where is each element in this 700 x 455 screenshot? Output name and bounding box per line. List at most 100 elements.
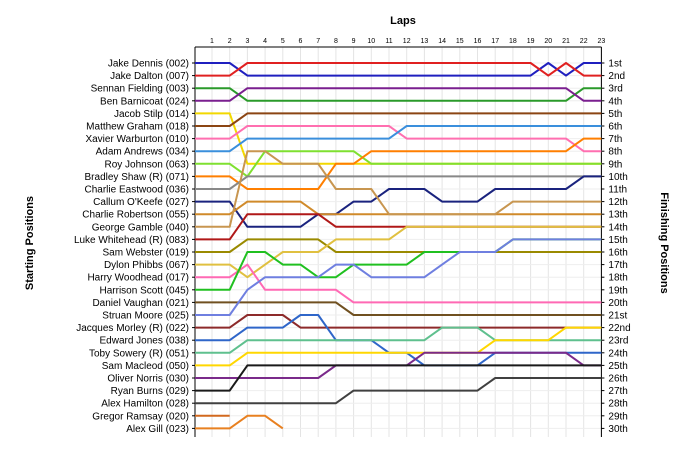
finishing-position-label: 15th bbox=[608, 235, 627, 246]
lap-tick-label: 9 bbox=[352, 38, 356, 45]
finishing-position-label: 9th bbox=[608, 159, 622, 170]
starting-position-label: Daniel Vaughan (021) bbox=[92, 298, 189, 309]
starting-position-label: Bradley Shaw (R) (071) bbox=[85, 172, 189, 183]
starting-position-label: Toby Sowery (R) (051) bbox=[89, 348, 189, 359]
starting-position-label: George Gamble (040) bbox=[92, 222, 189, 233]
starting-position-label: Charlie Robertson (055) bbox=[82, 210, 189, 221]
driver-position-line bbox=[195, 150, 602, 178]
driver-position-line bbox=[195, 62, 602, 77]
driver-position-line bbox=[195, 87, 602, 102]
finishing-position-label: 25th bbox=[608, 361, 627, 372]
lap-tick-label: 13 bbox=[421, 38, 429, 45]
lap-tick-label: 11 bbox=[385, 38, 392, 45]
lap-tick-label: 22 bbox=[580, 38, 588, 45]
lap-tick-label: 8 bbox=[334, 38, 338, 45]
finishing-position-label: 23rd bbox=[608, 336, 628, 347]
finishing-positions-label: Finishing Positions bbox=[658, 192, 670, 293]
starting-position-label: Harrison Scott (045) bbox=[100, 285, 189, 296]
starting-position-label: Sam Webster (019) bbox=[102, 248, 189, 259]
starting-position-label: Adam Andrews (034) bbox=[96, 147, 189, 158]
finishing-position-label: 18th bbox=[608, 273, 627, 284]
finishing-position-label: 8th bbox=[608, 147, 622, 158]
lap-tick-label: 14 bbox=[438, 38, 446, 45]
driver-position-line bbox=[195, 200, 602, 216]
finishing-position-label: 22nd bbox=[608, 323, 630, 334]
finishing-position-label: 4th bbox=[608, 96, 622, 107]
starting-position-label: Edward Jones (038) bbox=[100, 336, 190, 347]
starting-position-label: Sennan Fielding (003) bbox=[91, 84, 189, 95]
lap-tick-label: 10 bbox=[367, 38, 375, 45]
lap-tick-label: 15 bbox=[456, 38, 464, 45]
finishing-position-label: 1st bbox=[608, 59, 622, 70]
driver-position-line bbox=[195, 137, 602, 190]
lap-tick-label: 16 bbox=[474, 38, 482, 45]
starting-position-label: Ryan Burns (029) bbox=[111, 386, 189, 397]
driver-position-line bbox=[195, 150, 602, 228]
starting-position-label: Jake Dalton (007) bbox=[110, 71, 189, 82]
driver-position-line bbox=[195, 314, 602, 329]
finishing-position-label: 11th bbox=[608, 185, 627, 196]
driver-position-line bbox=[195, 263, 602, 304]
driver-position-line bbox=[195, 377, 602, 405]
finishing-position-label: 27th bbox=[608, 386, 627, 397]
finishing-position-label: 28th bbox=[608, 399, 627, 410]
finishing-position-label: 17th bbox=[608, 260, 627, 271]
lap-tick-label: 3 bbox=[245, 38, 249, 45]
lap-tick-label: 17 bbox=[491, 38, 499, 45]
starting-position-label: Jake Dennis (002) bbox=[108, 59, 189, 70]
finishing-position-label: 30th bbox=[608, 424, 627, 435]
finishing-position-label: 21st bbox=[608, 311, 627, 322]
starting-position-label: Struan Moore (025) bbox=[102, 311, 189, 322]
starting-position-label: Alex Hamilton (028) bbox=[101, 399, 189, 410]
driver-position-line bbox=[195, 175, 602, 190]
starting-position-label: Callum O'Keefe (027) bbox=[93, 197, 189, 208]
labels: 1 2 3 4 5 6 7 8 9 10 11 12 13 14 15 16 17 18 19 20 21 22 23Jak… bbox=[74, 38, 631, 435]
finishing-position-label: 13th bbox=[608, 210, 627, 221]
finishing-position-label: 3rd bbox=[608, 84, 622, 95]
finishing-position-label: 6th bbox=[608, 122, 622, 133]
starting-position-label: Charlie Eastwood (036) bbox=[85, 185, 190, 196]
starting-position-label: Ben Barnicoat (024) bbox=[100, 96, 189, 107]
lap-tick-label: 7 bbox=[316, 38, 320, 45]
lap-tick-label: 12 bbox=[403, 38, 411, 45]
lap-tick-label: 18 bbox=[509, 38, 517, 45]
starting-position-label: Sam Macleod (050) bbox=[102, 361, 189, 372]
driver-position-line bbox=[195, 112, 602, 127]
finishing-position-label: 5th bbox=[608, 109, 622, 120]
starting-position-label: Jacques Morley (R) (022) bbox=[76, 323, 189, 334]
finishing-position-label: 14th bbox=[608, 222, 627, 233]
driver-lines bbox=[195, 62, 602, 430]
lap-tick-label: 19 bbox=[527, 38, 535, 45]
driver-position-line bbox=[195, 364, 602, 392]
lap-tick-label: 6 bbox=[299, 38, 303, 45]
lap-tick-label: 2 bbox=[228, 38, 232, 45]
finishing-position-label: 24th bbox=[608, 348, 627, 359]
finishing-position-label: 19th bbox=[608, 285, 627, 296]
starting-position-label: Gregor Ramsay (020) bbox=[92, 411, 189, 422]
chart-title: Laps bbox=[390, 15, 416, 27]
starting-position-label: Xavier Warburton (010) bbox=[85, 134, 189, 145]
starting-position-label: Oliver Norris (030) bbox=[107, 374, 189, 385]
finishing-position-label: 12th bbox=[608, 197, 627, 208]
starting-position-label: Harry Woodhead (017) bbox=[87, 273, 189, 284]
finishing-position-label: 7th bbox=[608, 134, 622, 145]
finishing-position-label: 20th bbox=[608, 298, 627, 309]
finishing-position-label: 16th bbox=[608, 248, 627, 259]
starting-positions-label: Starting Positions bbox=[24, 196, 36, 290]
driver-position-line bbox=[195, 238, 602, 316]
lap-tick-label: 5 bbox=[281, 38, 285, 45]
starting-position-label: Alex Gill (023) bbox=[126, 424, 189, 435]
finishing-position-label: 2nd bbox=[608, 71, 625, 82]
lap-tick-label: 4 bbox=[263, 38, 267, 45]
lap-tick-label: 1 bbox=[210, 38, 214, 45]
lap-tick-label: 20 bbox=[544, 38, 552, 45]
finishing-position-label: 29th bbox=[608, 411, 627, 422]
driver-position-line bbox=[195, 125, 602, 153]
starting-position-label: Matthew Graham (018) bbox=[86, 122, 189, 133]
lap-tick-label: 23 bbox=[598, 38, 606, 45]
driver-position-line bbox=[195, 62, 602, 77]
driver-position-line bbox=[195, 87, 602, 102]
driver-position-line bbox=[195, 175, 602, 228]
